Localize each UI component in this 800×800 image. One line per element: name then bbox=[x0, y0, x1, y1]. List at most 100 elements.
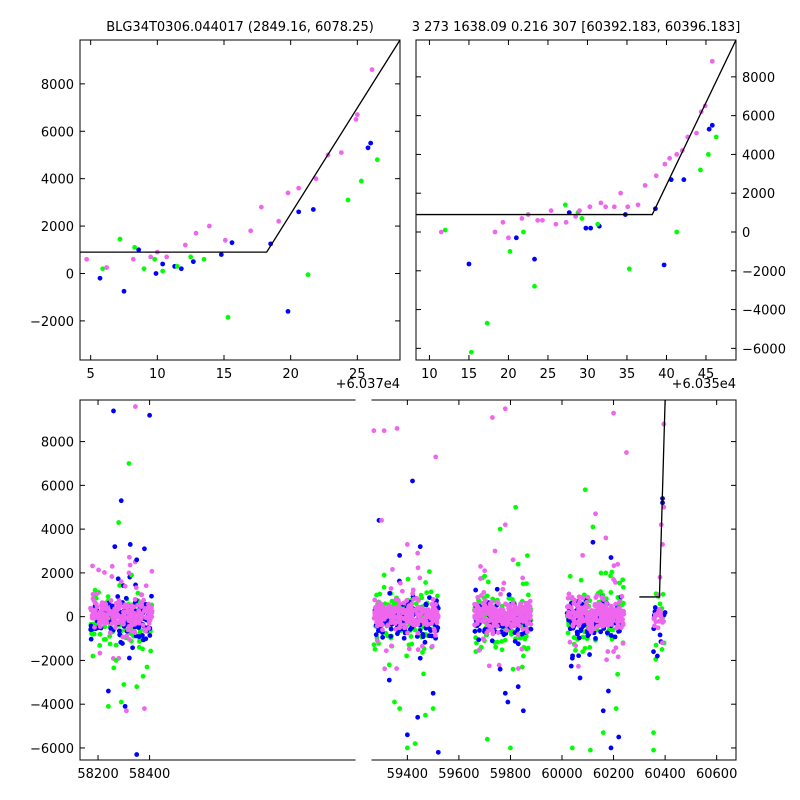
data-point bbox=[613, 645, 619, 651]
x-tick-label: 20 bbox=[500, 367, 517, 382]
data-point bbox=[258, 204, 264, 210]
data-point bbox=[109, 621, 115, 627]
y-tick-label: 6000 bbox=[742, 110, 775, 125]
data-point bbox=[524, 581, 529, 586]
data-point bbox=[511, 607, 517, 613]
data-point bbox=[515, 561, 521, 567]
data-point bbox=[620, 600, 626, 606]
data-point bbox=[674, 229, 680, 235]
data-point bbox=[493, 620, 499, 625]
data-point bbox=[659, 640, 665, 646]
data-point bbox=[390, 567, 395, 572]
data-point bbox=[127, 562, 133, 568]
data-point bbox=[380, 634, 386, 640]
data-point bbox=[383, 648, 389, 654]
data-point bbox=[620, 608, 626, 614]
data-point bbox=[442, 227, 448, 233]
data-point bbox=[580, 634, 586, 640]
data-point bbox=[588, 629, 594, 635]
y-tick-label: 6000 bbox=[41, 479, 74, 494]
data-point bbox=[395, 604, 401, 610]
data-point bbox=[229, 240, 235, 246]
data-point bbox=[117, 236, 123, 242]
data-point bbox=[118, 613, 124, 619]
data-point bbox=[413, 618, 419, 623]
data-point bbox=[705, 152, 711, 157]
data-point bbox=[478, 576, 483, 581]
data-point bbox=[713, 134, 719, 140]
data-point bbox=[492, 229, 498, 235]
data-point bbox=[88, 636, 94, 642]
data-point bbox=[508, 745, 513, 751]
data-point bbox=[397, 552, 403, 558]
data-point bbox=[608, 745, 614, 751]
data-point bbox=[432, 607, 438, 613]
data-point bbox=[654, 675, 660, 681]
data-point bbox=[403, 624, 409, 630]
data-point bbox=[109, 574, 115, 579]
data-point bbox=[97, 275, 103, 281]
data-point bbox=[598, 570, 604, 576]
data-point bbox=[91, 631, 97, 637]
data-point bbox=[502, 406, 508, 412]
data-point bbox=[160, 261, 166, 267]
data-point bbox=[120, 641, 125, 646]
data-point bbox=[519, 664, 525, 670]
data-point bbox=[130, 256, 136, 262]
x-tick-label: 15 bbox=[461, 367, 478, 382]
data-point bbox=[153, 271, 159, 276]
data-point bbox=[371, 428, 377, 434]
data-point bbox=[393, 626, 399, 632]
data-point bbox=[584, 617, 590, 622]
data-point bbox=[433, 633, 438, 638]
data-point bbox=[567, 573, 573, 579]
data-point bbox=[140, 637, 146, 643]
y-tick-label: −2000 bbox=[742, 265, 786, 280]
data-point bbox=[515, 621, 520, 626]
data-point bbox=[606, 688, 611, 694]
data-point bbox=[505, 618, 511, 624]
x-tick-label: 59600 bbox=[438, 767, 479, 782]
data-point bbox=[569, 655, 575, 661]
data-point bbox=[493, 644, 499, 650]
data-point bbox=[399, 588, 405, 594]
data-point bbox=[611, 204, 617, 210]
data-point bbox=[369, 67, 375, 73]
data-point bbox=[405, 576, 411, 582]
data-point bbox=[146, 601, 151, 607]
data-point bbox=[392, 621, 398, 626]
data-point bbox=[502, 690, 508, 696]
data-point bbox=[129, 613, 134, 619]
data-point bbox=[566, 210, 572, 216]
data-point bbox=[111, 665, 117, 671]
data-point bbox=[113, 625, 118, 630]
data-point bbox=[127, 542, 133, 547]
data-point bbox=[591, 609, 597, 615]
data-point bbox=[134, 684, 140, 690]
data-point bbox=[383, 630, 389, 636]
data-point bbox=[525, 592, 531, 598]
data-point bbox=[563, 219, 569, 225]
data-point bbox=[425, 614, 430, 619]
data-point bbox=[490, 415, 495, 420]
data-point bbox=[517, 603, 523, 609]
data-point bbox=[506, 606, 512, 611]
data-point bbox=[112, 544, 118, 550]
data-point bbox=[527, 598, 533, 604]
data-point bbox=[598, 620, 604, 626]
data-point bbox=[381, 428, 387, 434]
y-tick-label: 2000 bbox=[742, 187, 775, 202]
data-point bbox=[619, 594, 625, 599]
data-point bbox=[117, 583, 123, 588]
data-point bbox=[475, 618, 481, 624]
data-point bbox=[108, 625, 114, 631]
data-point bbox=[435, 749, 441, 755]
y-tick-label: −4000 bbox=[742, 304, 786, 319]
data-point bbox=[102, 569, 107, 575]
data-point bbox=[124, 708, 129, 714]
x-tick-label: 59400 bbox=[387, 767, 428, 782]
data-point bbox=[615, 671, 620, 677]
data-point bbox=[421, 617, 427, 623]
data-point bbox=[90, 609, 96, 615]
data-point bbox=[604, 601, 609, 606]
